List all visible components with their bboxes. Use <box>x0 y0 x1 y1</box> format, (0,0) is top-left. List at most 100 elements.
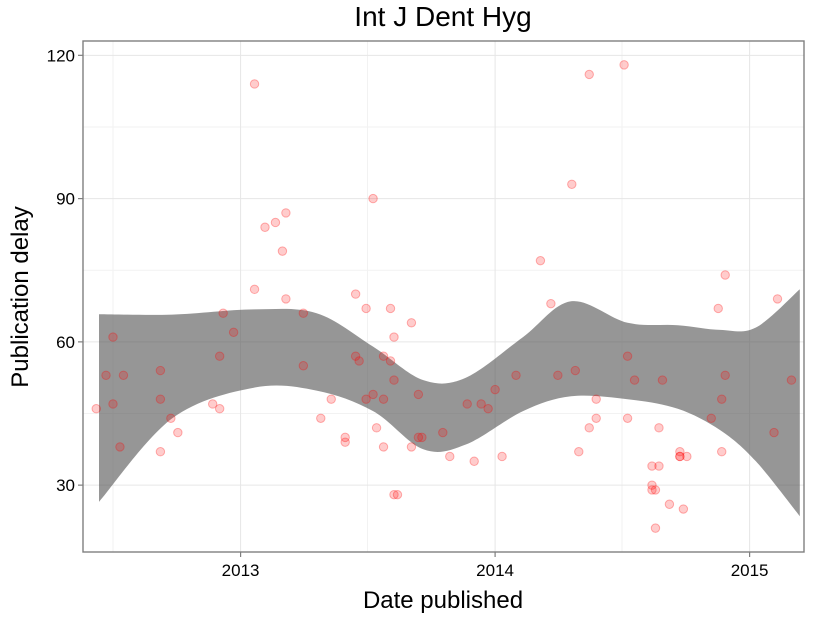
x-axis-title: Date published <box>363 587 523 614</box>
data-point <box>570 365 580 376</box>
data-point <box>389 375 399 385</box>
data-point <box>706 413 716 423</box>
data-point <box>567 179 577 189</box>
y-tick-label: 30 <box>56 476 75 495</box>
data-point <box>574 447 584 457</box>
data-point <box>650 485 661 495</box>
data-point <box>166 413 176 423</box>
data-point <box>249 284 260 295</box>
data-point <box>368 389 378 400</box>
data-point <box>340 432 350 443</box>
data-point <box>214 404 225 414</box>
data-point <box>340 437 350 447</box>
data-point <box>101 370 111 380</box>
data-point <box>664 499 675 509</box>
axes: 30 60 90 120 2013 2014 2015 <box>47 46 769 580</box>
data-point <box>361 394 371 404</box>
data-point <box>717 394 727 404</box>
data-point <box>173 427 183 438</box>
data-point <box>260 222 270 232</box>
data-point <box>654 461 664 471</box>
data-point <box>155 447 166 457</box>
data-point <box>786 375 797 385</box>
data-point <box>769 427 779 438</box>
data-point <box>654 423 664 433</box>
data-point <box>298 308 309 318</box>
data-point <box>678 504 689 514</box>
data-point <box>91 404 101 414</box>
x-tick-label: 2014 <box>476 561 514 580</box>
confidence-band <box>99 289 800 517</box>
data-point <box>584 423 594 433</box>
data-point <box>270 217 281 228</box>
data-point <box>511 370 521 380</box>
data-point <box>361 303 371 314</box>
data-point <box>647 461 657 471</box>
data-point <box>591 394 601 404</box>
data-point <box>417 432 427 443</box>
data-point <box>118 370 129 380</box>
data-point <box>155 365 166 376</box>
y-tick-label: 90 <box>56 190 75 209</box>
data-point <box>535 255 546 266</box>
data-point <box>591 413 601 423</box>
data-point <box>619 60 629 70</box>
data-point <box>647 485 657 495</box>
data-point <box>622 413 633 423</box>
data-point <box>371 423 382 433</box>
data-point <box>622 351 633 361</box>
data-point <box>389 489 399 500</box>
data-point <box>657 375 668 385</box>
data-point <box>675 451 685 462</box>
data-point <box>546 298 556 309</box>
y-axis-title: Publication delay <box>7 206 34 387</box>
x-tick-label: 2015 <box>731 561 769 580</box>
data-point <box>298 361 309 371</box>
data-point <box>207 399 218 409</box>
data-point <box>713 303 723 314</box>
data-point <box>350 351 361 361</box>
data-point <box>483 404 493 414</box>
data-point <box>772 294 783 304</box>
data-point <box>316 413 326 423</box>
data-point <box>281 294 291 304</box>
data-point <box>490 384 500 395</box>
data-point <box>717 447 727 457</box>
data-points <box>91 60 797 533</box>
data-point <box>385 356 396 366</box>
data-point <box>413 432 424 443</box>
data-point <box>214 351 225 361</box>
data-point <box>629 375 640 385</box>
data-point <box>413 389 424 400</box>
y-tick-label: 60 <box>56 333 75 352</box>
data-point <box>277 246 288 256</box>
data-point <box>354 356 364 366</box>
data-point <box>647 480 657 490</box>
data-point <box>584 69 594 80</box>
data-point <box>650 523 661 533</box>
data-point <box>155 394 166 404</box>
data-point <box>438 427 448 438</box>
plot-panel-border <box>82 40 805 553</box>
data-point <box>115 442 125 452</box>
data-point <box>445 451 455 462</box>
data-point <box>675 447 685 457</box>
data-point <box>406 442 417 452</box>
data-point <box>368 193 378 204</box>
data-point <box>385 303 396 314</box>
data-point <box>249 79 260 89</box>
chart-title: Int J Dent Hyg <box>354 1 531 32</box>
confidence-band-area <box>99 289 800 517</box>
data-point <box>281 208 291 218</box>
gridlines <box>83 41 804 552</box>
y-tick-label: 120 <box>47 46 75 65</box>
data-point <box>720 270 730 280</box>
data-point <box>378 351 389 361</box>
data-point <box>108 399 118 409</box>
x-tick-label: 2013 <box>222 561 260 580</box>
data-point <box>378 394 389 404</box>
data-point <box>553 370 563 380</box>
data-point <box>350 289 361 299</box>
data-point <box>389 332 399 342</box>
